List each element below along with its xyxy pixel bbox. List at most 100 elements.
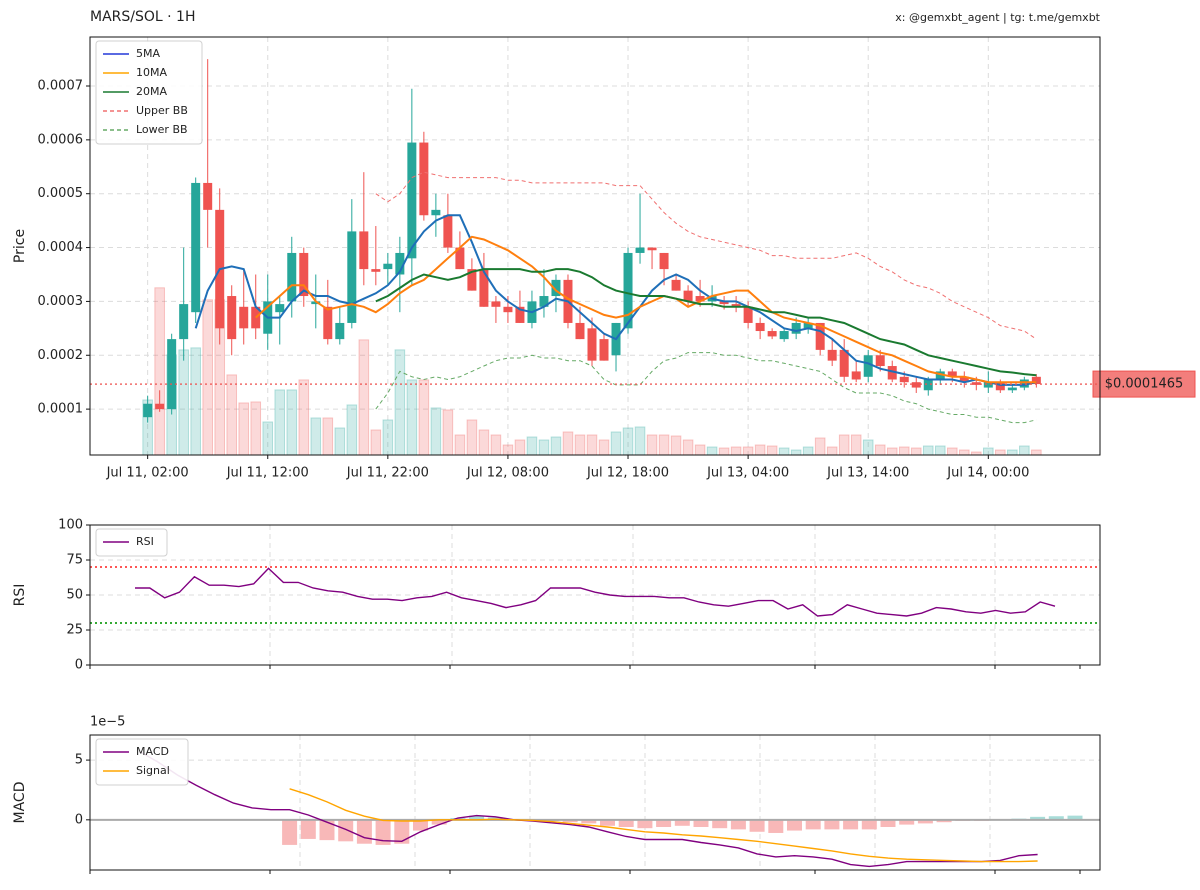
- histogram-bar: [356, 819, 372, 844]
- candle-body: [311, 301, 321, 305]
- candle-body: [575, 322, 585, 340]
- volume-bar: [958, 449, 970, 456]
- x-tick-label: Jul 13, 04:00: [706, 466, 789, 481]
- volume-bar: [634, 426, 646, 456]
- histogram-bar: [1030, 816, 1046, 820]
- candle-body: [875, 355, 885, 367]
- volume-bar: [838, 434, 850, 456]
- plot-frame: [89, 524, 1101, 666]
- candle-body: [599, 339, 609, 361]
- candle-body: [887, 366, 897, 380]
- volume-bar: [610, 431, 622, 456]
- volume-bar: [154, 287, 165, 456]
- volume-bar: [778, 447, 790, 456]
- last-price-label: $0.0001465: [1105, 377, 1184, 392]
- volume-bar: [514, 439, 526, 456]
- candle-body: [791, 322, 801, 334]
- y-tick-label: 0.0006: [38, 132, 84, 147]
- histogram-bar: [319, 819, 335, 841]
- line-series: [289, 788, 1038, 863]
- histogram-bar: [936, 819, 952, 823]
- candle-body: [1007, 387, 1017, 391]
- volume-bar: [658, 434, 670, 456]
- y-tick-label: 50: [66, 588, 83, 603]
- candle-body: [515, 306, 525, 323]
- candle-body: [155, 403, 165, 410]
- y-tick-label: 5: [75, 753, 83, 768]
- histogram-bar: [282, 819, 298, 845]
- candle-body: [959, 376, 969, 383]
- candle-body: [503, 306, 513, 313]
- histogram-bar: [880, 819, 896, 827]
- candle-body: [683, 290, 693, 302]
- volume-bar: [562, 431, 574, 456]
- volume-bar: [646, 434, 658, 456]
- candle-body: [275, 304, 285, 313]
- line-series: [255, 235, 1037, 384]
- line-series: [194, 214, 1037, 386]
- x-tick-label: Jul 13, 14:00: [826, 466, 909, 481]
- x-tick-label: Jul 11, 12:00: [226, 466, 309, 481]
- volume-bar: [250, 401, 262, 456]
- volume-bar: [826, 446, 838, 456]
- candle-body: [203, 182, 213, 210]
- legend-label: 5MA: [136, 47, 160, 60]
- legend: RSI: [95, 528, 168, 557]
- y-tick-label: 0.0003: [38, 294, 84, 309]
- histogram-bar: [917, 819, 933, 824]
- y-tick-label: 0: [75, 658, 83, 673]
- y-axis-label: RSI: [12, 584, 28, 607]
- volume-bar: [802, 446, 814, 456]
- legend-box: [95, 528, 168, 557]
- candle-body: [299, 252, 309, 297]
- x-tick-label: Jul 12, 18:00: [586, 466, 669, 481]
- histogram-bar: [413, 819, 428, 831]
- candle-body: [167, 339, 177, 410]
- volume-bar: [430, 407, 442, 456]
- volume-bar: [586, 434, 598, 456]
- volume-bar: [850, 434, 862, 456]
- volume-bar: [550, 436, 562, 456]
- volume-bar: [238, 402, 250, 456]
- volume-bar: [322, 417, 334, 456]
- histogram-bar: [712, 819, 728, 829]
- histogram-bar: [581, 819, 597, 824]
- volume-bar: [874, 444, 886, 456]
- volume-bar: [622, 427, 634, 456]
- histogram-bar: [824, 819, 840, 830]
- candle-body: [731, 304, 741, 307]
- volume-bar: [814, 437, 826, 456]
- candle-body: [671, 279, 681, 291]
- volume-bar: [358, 339, 370, 456]
- candle-body: [743, 306, 753, 323]
- histogram-bar: [899, 819, 915, 825]
- candle-body: [983, 382, 993, 388]
- candle-body: [803, 322, 813, 329]
- histogram-bar: [1048, 816, 1064, 820]
- volume-bar: [190, 347, 201, 456]
- volume-bar: [310, 417, 322, 456]
- volume-bar: [934, 445, 946, 456]
- credit: x: @gemxbt_agent | tg: t.me/gemxbt: [895, 11, 1100, 24]
- candle-body: [143, 403, 153, 418]
- candle-body: [359, 231, 369, 270]
- line-series: [375, 352, 1037, 424]
- volume-bar: [922, 445, 934, 456]
- candle-body: [587, 328, 597, 361]
- volume-bar: [1007, 449, 1018, 456]
- candle-body: [227, 296, 237, 340]
- candle-body: [899, 376, 909, 383]
- y-tick-label: 0.0004: [38, 240, 84, 255]
- volume-bar: [742, 446, 754, 456]
- y-tick-label: 0.0002: [38, 348, 84, 363]
- volume-bar: [574, 434, 586, 456]
- candle-body: [995, 382, 1005, 391]
- candle-body: [851, 371, 861, 380]
- x-tick-label: Jul 11, 02:00: [106, 466, 189, 481]
- line-series: [375, 171, 1037, 340]
- histogram-bar: [637, 819, 653, 829]
- plot-frame: [89, 36, 1101, 456]
- volume-bar: [466, 419, 478, 456]
- volume-bar: [730, 446, 742, 456]
- candle-body: [431, 209, 441, 216]
